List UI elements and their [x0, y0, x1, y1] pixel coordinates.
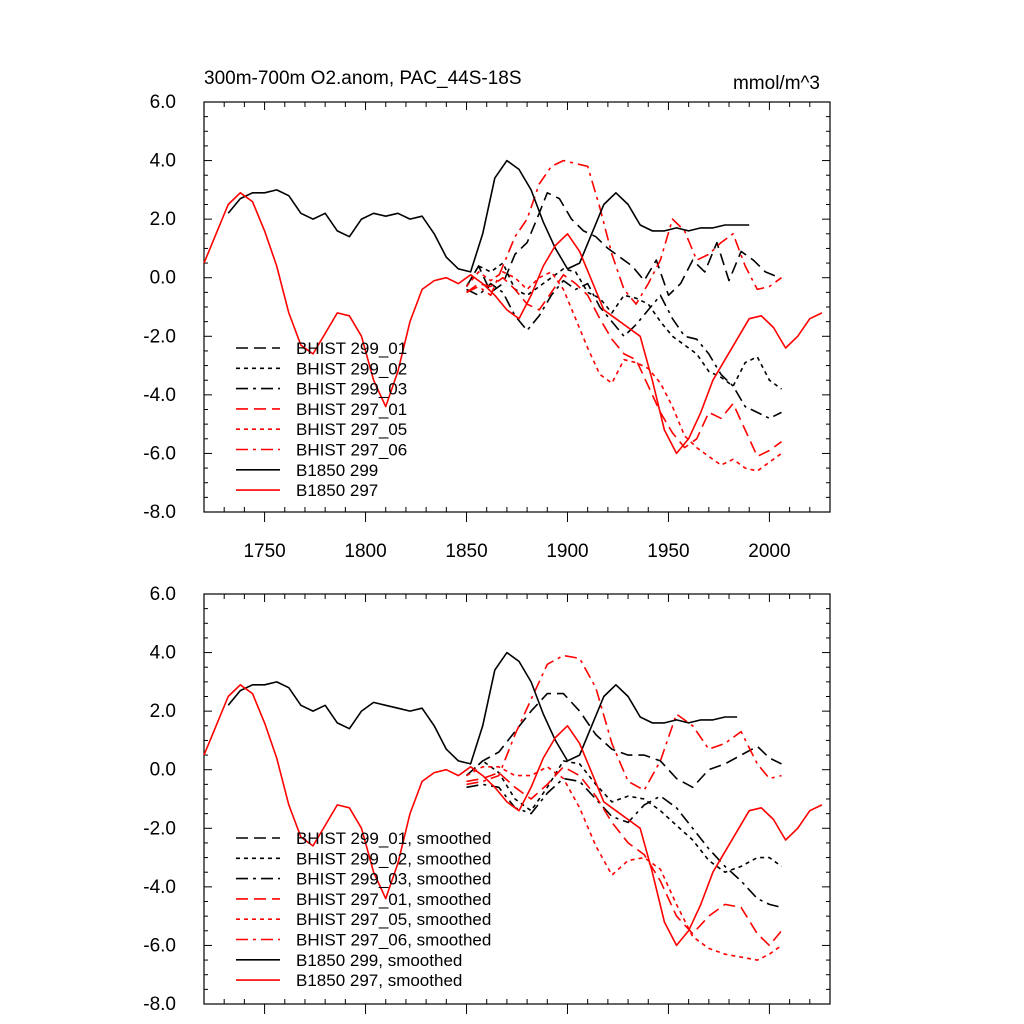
legend-label: B1850 297, smoothed: [296, 971, 462, 990]
legend-label: B1850 299, smoothed: [296, 951, 462, 970]
series-line: [466, 654, 782, 792]
legend-label: BHIST 297_01: [296, 400, 407, 419]
y-tick-label: -4.0: [143, 877, 176, 898]
series-line: [465, 262, 782, 390]
x-tick-label: 2000: [748, 541, 790, 562]
series-line: [465, 692, 782, 789]
legend-label: BHIST 299_01, smoothed: [296, 829, 491, 848]
series-line: [203, 683, 823, 947]
y-tick-label: 4.0: [150, 151, 176, 172]
y-tick-label: 2.0: [150, 209, 176, 230]
y-tick-label: 4.0: [150, 643, 176, 664]
y-tick-label: 0.0: [150, 268, 176, 289]
x-tick-label: 1750: [243, 541, 285, 562]
y-tick-label: -8.0: [143, 502, 176, 523]
legend-label: B1850 299: [296, 461, 378, 480]
y-tick-label: -2.0: [143, 326, 176, 347]
legend-label: BHIST 297_06, smoothed: [296, 931, 491, 950]
legend-label: B1850 297: [296, 481, 378, 500]
x-tick-label: 1800: [344, 541, 386, 562]
series-line: [465, 192, 780, 297]
y-tick-label: -6.0: [143, 935, 176, 956]
legend-label: BHIST 299_03, smoothed: [296, 870, 491, 889]
series-line: [466, 279, 782, 420]
series-line: [465, 760, 782, 874]
y-tick-label: 6.0: [150, 92, 176, 113]
series-line: [466, 273, 782, 458]
series-line: [466, 159, 782, 305]
y-tick-label: -6.0: [143, 443, 176, 464]
chart-title: 300m-700m O2.anom, PAC_44S-18S: [204, 68, 522, 89]
legend-label: BHIST 299_02, smoothed: [296, 849, 491, 868]
y-tick-label: 6.0: [150, 584, 176, 605]
top-panel: 6.0 4.0 2.0 0.0 -2.0 -4.0 -6.0 -8.0 1750 1800 1850…: [143, 92, 831, 562]
legend-label: BHIST 297_01, smoothed: [296, 890, 491, 909]
y-tick-label: -8.0: [143, 994, 176, 1015]
x-tick-label: 1900: [546, 541, 588, 562]
units-label: mmol/m^3: [733, 73, 820, 94]
series-line: [466, 765, 782, 961]
bottom-panel: 6.0 4.0 2.0 0.0 -2.0 -4.0 -6.0 -8.0 BHIST 299_01…: [143, 584, 831, 1015]
legend-label: BHIST 297_06: [296, 441, 407, 460]
series-line: [465, 271, 782, 472]
series-line: [466, 765, 783, 947]
series-line: [466, 777, 782, 909]
series-line: [227, 159, 750, 273]
series-line: [227, 651, 738, 765]
y-tick-label: 2.0: [150, 701, 176, 722]
x-tick-label: 1950: [647, 541, 689, 562]
y-tick-label: -4.0: [143, 385, 176, 406]
y-tick-label: -2.0: [143, 818, 176, 839]
x-tick-label: 1850: [445, 541, 487, 562]
legend-label: BHIST 299_03: [296, 380, 407, 399]
legend-label: BHIST 299_02: [296, 359, 407, 378]
y-tick-label: 0.0: [150, 760, 176, 781]
legend-label: BHIST 297_05, smoothed: [296, 910, 491, 929]
series-line: [203, 192, 823, 455]
legend-label: BHIST 299_01: [296, 339, 407, 358]
legend-label: BHIST 297_05: [296, 420, 407, 439]
